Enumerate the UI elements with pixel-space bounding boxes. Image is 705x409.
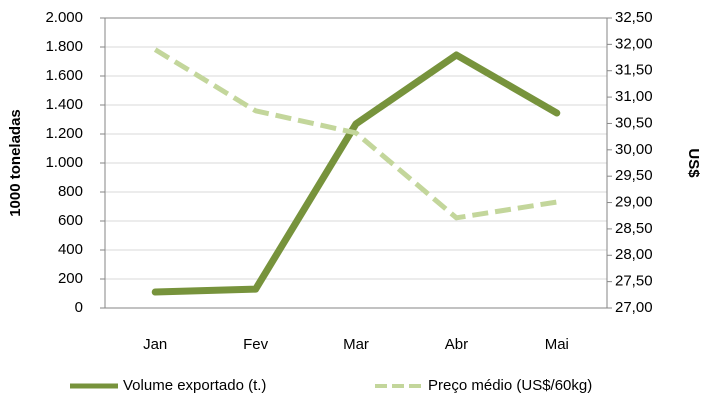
y-tick-label: 1.800 bbox=[45, 38, 83, 55]
y-tick-label: 1.200 bbox=[45, 125, 83, 142]
y-tick-label: 600 bbox=[58, 212, 83, 229]
y2-tick-label: 31,00 bbox=[615, 88, 653, 105]
y2-tick-label: 30,50 bbox=[615, 114, 653, 131]
plot-frame bbox=[104, 17, 608, 309]
y2-tick-label: 32,50 bbox=[615, 9, 653, 26]
series-line bbox=[153, 47, 558, 221]
y2-axis-title: US$ bbox=[685, 148, 702, 178]
x-tick-label: Mai bbox=[545, 336, 569, 353]
y-tick-label: 1.400 bbox=[45, 96, 83, 113]
legend-label: Preço médio (US$/60kg) bbox=[428, 377, 592, 394]
y2-tick-label: 28,50 bbox=[615, 220, 653, 237]
y-tick-label: 400 bbox=[58, 241, 83, 258]
x-tick-label: Abr bbox=[445, 336, 468, 353]
y-tick-label: 1.600 bbox=[45, 67, 83, 84]
y2-tick-label: 32,00 bbox=[615, 35, 653, 52]
y-tick-label: 800 bbox=[58, 183, 83, 200]
y2-tick-label: 29,00 bbox=[615, 194, 653, 211]
y2-tick-label: 30,00 bbox=[615, 141, 653, 158]
y2-tick-label: 31,50 bbox=[615, 62, 653, 79]
y2-tick-label: 27,00 bbox=[615, 299, 653, 316]
y-tick-label: 0 bbox=[75, 299, 83, 316]
y-tick-label: 200 bbox=[58, 270, 83, 287]
x-tick-label: Mar bbox=[343, 336, 369, 353]
x-tick-label: Fev bbox=[243, 336, 269, 353]
y2-tick-label: 27,50 bbox=[615, 273, 653, 290]
y-tick-label: 2.000 bbox=[45, 9, 83, 26]
legend-label: Volume exportado (t.) bbox=[123, 377, 266, 394]
series-line bbox=[151, 51, 561, 296]
y-tick-label: 1.000 bbox=[45, 154, 83, 171]
y2-tick-label: 29,50 bbox=[615, 167, 653, 184]
y-axis-title: 1000 toneladas bbox=[7, 109, 24, 217]
y2-tick-label: 28,00 bbox=[615, 246, 653, 263]
x-tick-label: Jan bbox=[143, 336, 167, 353]
